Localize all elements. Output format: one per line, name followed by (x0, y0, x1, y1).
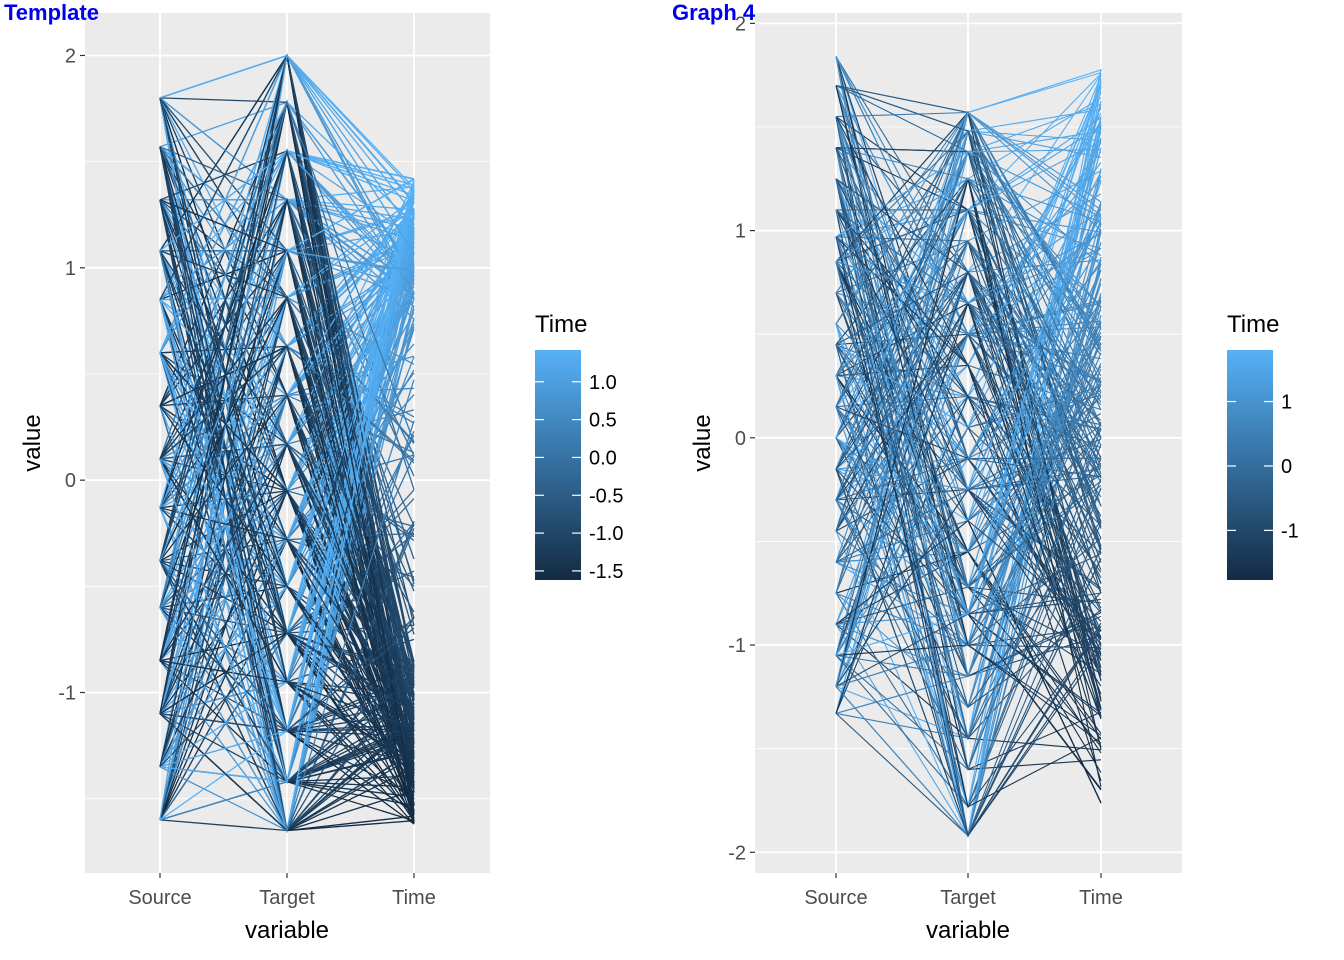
y-tick-label: -1 (58, 683, 76, 705)
series-line (159, 148, 415, 678)
series-lines (159, 53, 415, 834)
y-axis-title: value (19, 414, 46, 471)
legend-tick-label: 0 (1281, 456, 1292, 478)
legend-tick-label: -1.0 (589, 523, 623, 545)
legend-tick-label: -0.5 (589, 485, 623, 507)
legend-colorbar (1227, 350, 1273, 580)
series-line (835, 236, 1102, 429)
series-line (159, 53, 415, 821)
series-line (835, 201, 1102, 616)
legend-ticks: 1 0 -1 (1227, 392, 1299, 542)
y-tick-label: 1 (65, 258, 76, 280)
series-line (835, 84, 1102, 522)
series-line (159, 345, 415, 718)
series-line (159, 352, 415, 775)
y-tick-label: -2 (728, 842, 746, 864)
series-line (159, 250, 415, 562)
legend: Time 1 0 -1 (1227, 311, 1299, 580)
y-tick-label: -1 (728, 635, 746, 657)
series-line (835, 111, 1102, 687)
series-line (159, 250, 415, 753)
y-axis-title: value (689, 414, 716, 471)
x-axis-ticks: Source Target Time (128, 873, 436, 909)
legend-title: Time (535, 311, 587, 338)
legend-colorbar (535, 350, 581, 580)
legend-tick-label: 1.0 (589, 372, 617, 394)
legend-tick-label: 0.0 (589, 447, 617, 469)
series-line (835, 271, 1102, 539)
series-line (835, 178, 1102, 263)
series-line (159, 228, 415, 784)
series-line (159, 146, 415, 729)
x-tick-label: Source (128, 887, 191, 909)
y-tick-label: 2 (65, 45, 76, 67)
series-line (835, 233, 1102, 304)
series-line (159, 560, 415, 732)
series-line (159, 442, 415, 712)
series-line (835, 468, 1102, 837)
y-axis-ticks: -1 0 1 2 (58, 45, 85, 705)
legend-tick-label: 1 (1281, 392, 1292, 414)
x-tick-label: Target (259, 887, 315, 909)
legend-tick-label: -1.5 (589, 561, 623, 583)
series-line (835, 178, 1102, 740)
series-line (159, 250, 415, 834)
series-line (835, 236, 1102, 808)
series-line (159, 100, 415, 608)
x-axis-ticks: Source Target Time (804, 873, 1123, 909)
y-tick-label: 2 (735, 13, 746, 35)
legend-tick-label: -1 (1281, 520, 1299, 542)
series-line (835, 438, 1102, 563)
legend-title: Time (1227, 311, 1279, 338)
series-line (835, 149, 1102, 238)
y-tick-label: 0 (65, 470, 76, 492)
series-line (835, 343, 1102, 589)
series-line (159, 296, 415, 724)
y-tick-label: 0 (735, 428, 746, 450)
series-line (835, 457, 1102, 501)
legend-ticks: 1.0 0.5 0.0 -0.5 -1.0 -1.5 (535, 372, 623, 583)
y-axis-ticks: -2 -1 0 1 2 (728, 13, 755, 864)
x-axis-title: variable (245, 917, 329, 944)
legend-tick-label: 0.5 (589, 410, 617, 432)
x-tick-label: Time (392, 887, 436, 909)
series-lines (835, 56, 1102, 838)
series-line (159, 199, 415, 713)
gridlines (755, 13, 1182, 873)
y-tick-label: 1 (735, 221, 746, 243)
series-line (835, 116, 1102, 720)
chart-template: -1 0 1 2 Source Target Time Template variable… (4, 0, 623, 944)
series-line (835, 236, 1102, 709)
x-axis-title: variable (926, 917, 1010, 944)
series-line (835, 342, 1102, 688)
chart-title: Template (4, 0, 99, 25)
chart-graph-4: -2 -1 0 1 2 Source Target Time Graph 4 variabl… (672, 0, 1299, 944)
chart-title: Graph 4 (672, 0, 756, 25)
x-tick-label: Time (1079, 887, 1123, 909)
legend: Time 1.0 0.5 0.0 -0.5 -1.0 -1.5 (535, 311, 623, 583)
series-line (835, 381, 1102, 553)
x-tick-label: Source (804, 887, 867, 909)
x-tick-label: Target (940, 887, 996, 909)
